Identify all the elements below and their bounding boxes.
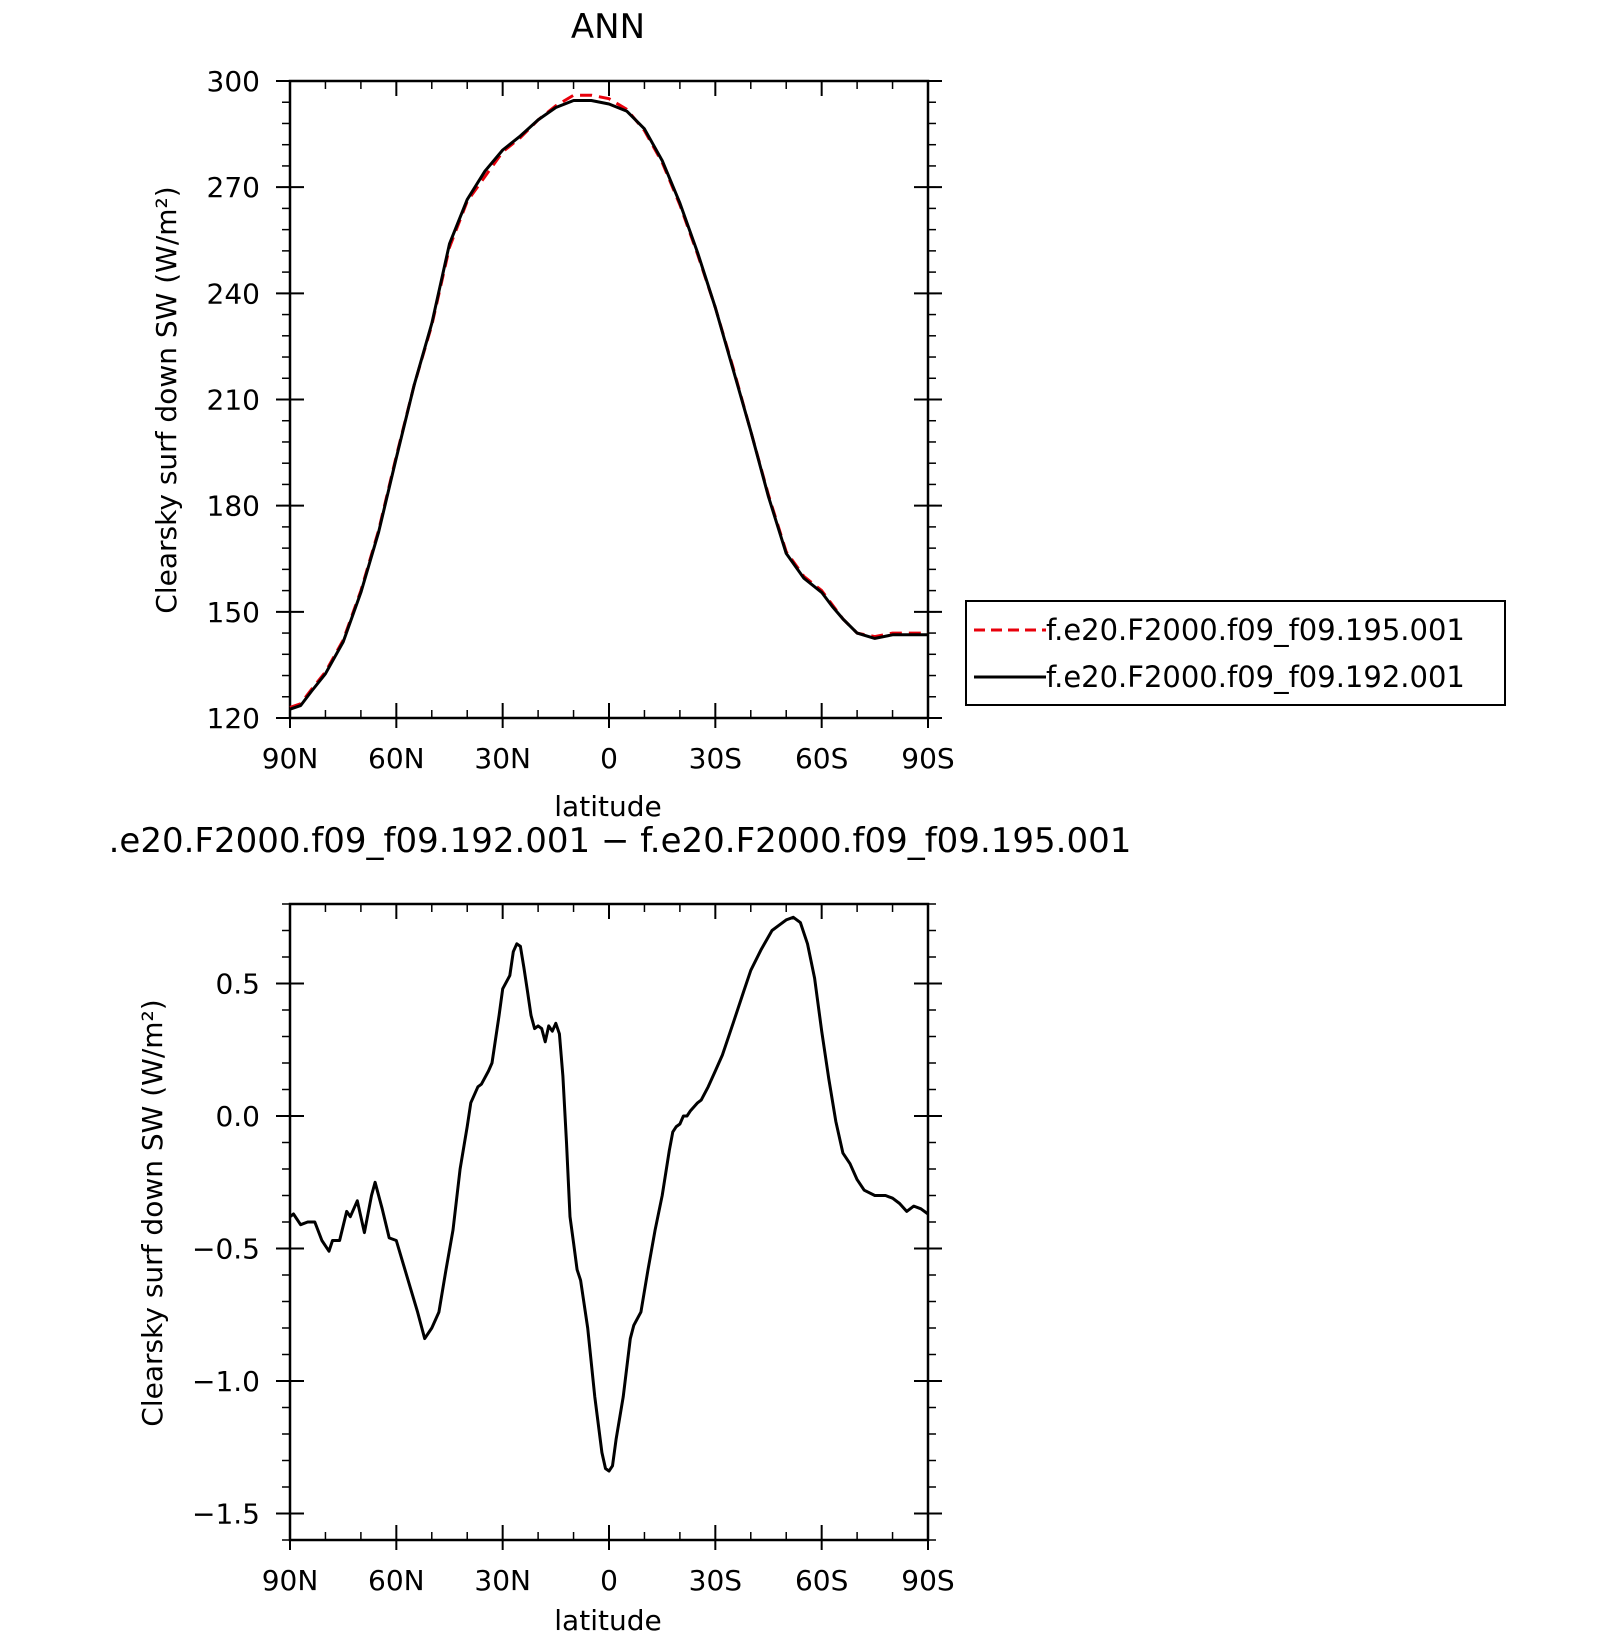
top-chart-plot-frame <box>288 79 930 720</box>
top-chart-x-tick-label: 60N <box>368 742 425 775</box>
bottom-chart: .e20.F2000.f09_f09.192.001 − f.e20.F2000… <box>109 821 1132 1637</box>
top-chart-x-tick-label: 60S <box>795 742 848 775</box>
top-chart-y-tick-label: 180 <box>207 490 260 523</box>
top-chart-y-tick-label: 120 <box>207 702 260 735</box>
top-chart-x-tick-label: 90N <box>262 742 319 775</box>
top-chart-x-tick-label: 90S <box>901 742 954 775</box>
top-chart-y-tick-label: 270 <box>207 171 260 204</box>
legend-box <box>965 600 1506 706</box>
top-chart-y-tick-label: 240 <box>207 277 260 310</box>
legend: f.e20.F2000.f09_f09.195.001 f.e20.F2000.… <box>965 600 1506 706</box>
top-chart: ANN latitude Clearsky surf down SW (W/m²… <box>150 7 955 823</box>
bottom-chart-y-axis-title: Clearsky surf down SW (W/m²) <box>136 999 169 1426</box>
bottom-chart-x-tick-label: 90S <box>901 1564 954 1597</box>
legend-label-series-2: f.e20.F2000.f09_f09.192.001 <box>1046 660 1465 694</box>
top-chart-y-tick-label: 150 <box>207 596 260 629</box>
bottom-chart-x-tick-label: 30S <box>689 1564 742 1597</box>
bottom-chart-x-tick-label: 0 <box>600 1564 618 1597</box>
top-chart-x-tick-label: 0 <box>600 742 618 775</box>
bottom-chart-y-tick-label: 0.5 <box>215 968 260 1001</box>
bottom-chart-y-tick-label: −0.5 <box>192 1233 260 1266</box>
top-chart-series-2-line <box>289 99 928 711</box>
bottom-chart-x-tick-label: 30N <box>474 1564 531 1597</box>
bottom-chart-x-axis-title: latitude <box>554 1604 661 1637</box>
bottom-chart-x-tick-label: 60S <box>795 1564 848 1597</box>
top-chart-title: ANN <box>571 7 645 47</box>
bottom-chart-y-tick-label: −1.5 <box>192 1498 260 1531</box>
bottom-chart-y-tick-label: −1.0 <box>192 1365 260 1398</box>
legend-label-series-1: f.e20.F2000.f09_f09.195.001 <box>1046 613 1465 647</box>
bottom-chart-x-tick-label: 60N <box>368 1564 425 1597</box>
top-chart-y-tick-label: 210 <box>207 384 260 417</box>
bottom-chart-y-tick-label: 0.0 <box>215 1100 260 1133</box>
top-chart-x-tick-label: 30S <box>689 742 742 775</box>
top-chart-y-axis-title: Clearsky surf down SW (W/m²) <box>150 186 183 613</box>
bottom-chart-title: .e20.F2000.f09_f09.192.001 − f.e20.F2000… <box>109 821 1132 861</box>
top-chart-y-tick-label: 300 <box>207 65 260 98</box>
top-chart-series-1-line <box>289 93 928 709</box>
top-chart-x-tick-label: 30N <box>474 742 531 775</box>
top-chart-x-axis-title: latitude <box>554 790 661 823</box>
bottom-chart-x-tick-label: 90N <box>262 1564 319 1597</box>
bottom-chart-series-1-line <box>289 915 929 1473</box>
